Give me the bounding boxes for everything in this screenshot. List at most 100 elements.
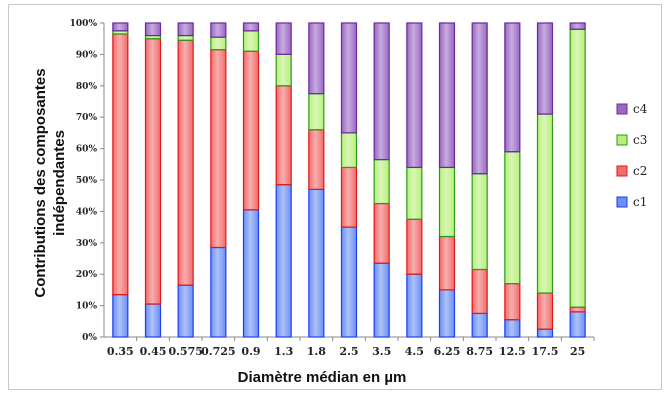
bar-segment-c4 <box>309 23 324 94</box>
bar-segment-c3 <box>570 29 585 307</box>
bar-segment-c3 <box>178 36 193 41</box>
bar-segment-c3 <box>244 31 259 51</box>
y-tick-label: 20% <box>76 270 98 280</box>
bar-segment-c1 <box>276 185 291 337</box>
bar-segment-c2 <box>211 50 226 248</box>
x-tick-label: 6.25 <box>434 345 461 358</box>
bar-segment-c2 <box>374 204 389 264</box>
bar-segment-c2 <box>505 284 520 320</box>
x-axis-title: Diamètre médian en µm <box>238 369 407 386</box>
stacked-bar-chart: 0%10%20%30%40%50%60%70%80%90%100% 0.35 0.… <box>9 5 661 389</box>
x-tick-label: 4.5 <box>405 345 424 358</box>
bar-segment-c1 <box>146 304 161 337</box>
y-tick-label: 0% <box>82 333 97 343</box>
x-tick-label: 8.75 <box>466 345 493 358</box>
bar-segment-c1 <box>407 274 422 337</box>
bar-segment-c2 <box>309 130 324 190</box>
bar-segment-c1 <box>178 285 193 337</box>
x-tick-label: 1.8 <box>307 345 326 358</box>
bar-segment-c4 <box>113 23 128 31</box>
legend-label-c4: c4 <box>633 102 648 116</box>
bar-segment-c3 <box>342 133 357 168</box>
bar-segment-c4 <box>244 23 259 31</box>
bar-segment-c3 <box>505 152 520 284</box>
bar-stack <box>276 23 291 337</box>
bar-segment-c2 <box>244 51 259 210</box>
x-tick-label: 0.575 <box>168 345 202 358</box>
bar-segment-c4 <box>440 23 455 167</box>
bar-stack <box>342 23 357 337</box>
bar-segment-c3 <box>440 167 455 236</box>
bar-segment-c2 <box>146 39 161 304</box>
bar-segment-c1 <box>113 295 128 337</box>
bar-segment-c3 <box>276 54 291 85</box>
bar-segment-c1 <box>211 248 226 337</box>
y-axis-title: Contributions des composantes indépendan… <box>32 68 68 297</box>
y-tick-label: 90% <box>76 50 98 60</box>
y-tick-label: 100% <box>70 19 98 29</box>
bar-segment-c3 <box>374 160 389 204</box>
bar-segment-c4 <box>146 23 161 36</box>
bar-segment-c3 <box>211 37 226 50</box>
bar-segment-c2 <box>407 219 422 274</box>
bar-stack <box>113 23 128 337</box>
bar-segment-c1 <box>570 312 585 337</box>
x-tick-label: 12.5 <box>499 345 526 358</box>
y-axis-title-line-2: indépendantes <box>51 130 68 236</box>
bar-segment-c2 <box>570 307 585 312</box>
x-tick-label: 2.5 <box>339 345 358 358</box>
y-axis-ticks: 0% 10% 20% 30% 40% 50% 60% 70% 80% 90% 100% <box>70 19 104 343</box>
legend-label-c2: c2 <box>633 164 647 178</box>
y-tick-label: 40% <box>76 207 98 217</box>
bar-segment-c2 <box>342 167 357 227</box>
bar-segment-c2 <box>440 237 455 290</box>
bar-segment-c1 <box>342 227 357 337</box>
bar-segment-c1 <box>505 320 520 337</box>
x-tick-label: 25 <box>570 345 585 358</box>
bar-segment-c4 <box>505 23 520 152</box>
bar-segment-c2 <box>538 293 553 329</box>
legend-swatch-c1 <box>617 197 627 207</box>
y-tick-label: 80% <box>76 82 98 92</box>
legend-swatch-c4 <box>617 104 627 114</box>
bar-stack <box>407 23 422 337</box>
x-tick-label: 3.5 <box>372 345 391 358</box>
bar-segment-c4 <box>538 23 553 114</box>
bar-segment-c1 <box>538 329 553 337</box>
y-tick-label: 10% <box>76 302 98 312</box>
legend-swatch-c2 <box>617 166 627 176</box>
x-tick-label: 1.3 <box>274 345 293 358</box>
bar-segment-c4 <box>407 23 422 167</box>
legend-label-c1: c1 <box>633 195 647 209</box>
legend: c4 c3 c2 c1 <box>617 102 648 209</box>
chart-frame: 0% 10% 20% 30% 40% 50% 60% 70% 80% 90% 100% 0.35 0.… <box>8 4 662 390</box>
bar-segment-c1 <box>374 263 389 337</box>
bar-stack <box>472 23 487 337</box>
bar-stack <box>178 23 193 337</box>
bar-stack <box>211 23 226 337</box>
y-tick-label: 60% <box>76 145 98 155</box>
legend-label-c3: c3 <box>633 133 647 147</box>
bar-segment-c2 <box>472 269 487 313</box>
bar-segment-c3 <box>472 174 487 270</box>
bar-segment-c2 <box>178 40 193 285</box>
y-tick-label: 50% <box>76 176 98 186</box>
bar-segment-c1 <box>472 313 487 337</box>
bar-stack <box>570 23 585 337</box>
bar-stack <box>538 23 553 337</box>
bar-segment-c4 <box>211 23 226 37</box>
bar-stack <box>146 23 161 337</box>
bar-segment-c4 <box>570 23 585 29</box>
bar-segment-c3 <box>407 167 422 219</box>
y-axis-title-line-1: Contributions des composantes <box>32 68 49 297</box>
bar-stack <box>505 23 520 337</box>
bar-segment-c4 <box>276 23 291 54</box>
bar-segment-c4 <box>178 23 193 36</box>
bar-segment-c4 <box>472 23 487 174</box>
bar-segment-c4 <box>374 23 389 160</box>
bar-segment-c2 <box>276 86 291 185</box>
bar-stack <box>244 23 259 337</box>
x-tick-label: 0.35 <box>107 345 134 358</box>
bar-segment-c2 <box>113 34 128 295</box>
